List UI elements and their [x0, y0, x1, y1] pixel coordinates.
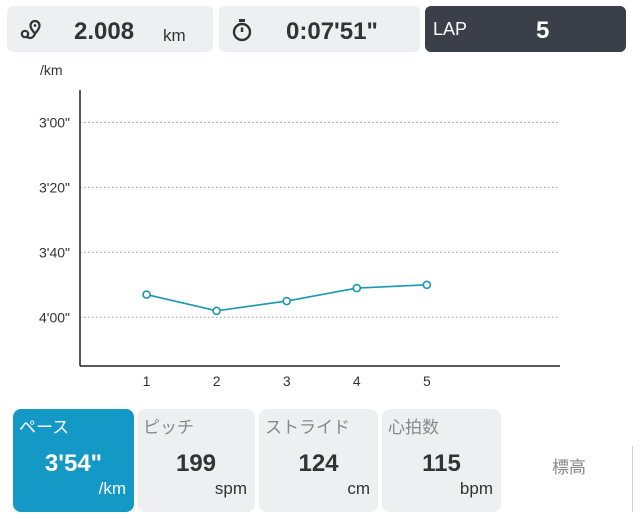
distance-card: 2.008 km	[7, 6, 213, 52]
y-tick-label: 3'00"	[39, 114, 70, 130]
tab-pace[interactable]: ペース 3'54" /km	[13, 409, 134, 512]
tab-pitch[interactable]: ピッチ 199 spm	[137, 409, 255, 512]
tab-stride-label: ストライド	[265, 418, 350, 437]
tab-pitch-unit: spm	[214, 479, 247, 498]
tab-pitch-value: 199	[175, 450, 217, 477]
x-tick-label: 5	[423, 373, 431, 389]
x-tick-label: 1	[143, 373, 151, 389]
tab-pace-value: 3'54"	[44, 450, 103, 477]
time-card: 0:07'51"	[219, 6, 420, 52]
y-tick-label: 4'00"	[39, 309, 70, 325]
stopwatch-icon	[232, 19, 252, 42]
route-icon	[20, 19, 41, 40]
lap-value: 5	[536, 17, 550, 44]
pace-point[interactable]	[352, 283, 362, 293]
tab-elevation[interactable]: 標高	[510, 409, 628, 512]
lap-label: LAP	[433, 19, 468, 39]
elapsed-time-value: 0:07'51"	[286, 18, 378, 45]
x-tick-label: 3	[283, 373, 291, 389]
pace-chart: /km 3'00" 3'20" 3'40" 4'00" 1 2 3 4 5	[39, 62, 560, 389]
x-tick-label: 4	[353, 373, 361, 389]
pace-point[interactable]	[212, 306, 221, 316]
scroll-edge-divider	[632, 446, 633, 512]
tab-heart-rate[interactable]: 心拍数 115 bpm	[382, 409, 501, 512]
tab-stride-unit: cm	[347, 479, 370, 498]
pace-point[interactable]	[142, 290, 151, 299]
pace-point[interactable]	[282, 296, 292, 306]
tab-heart-rate-unit: bpm	[459, 479, 493, 498]
lap-card: LAP 5	[425, 6, 626, 52]
tab-elevation-label: 標高	[552, 458, 586, 477]
y-axis-label: /km	[40, 62, 63, 78]
distance-value: 2.008	[74, 18, 135, 45]
tab-stride[interactable]: ストライド 124 cm	[259, 409, 378, 512]
y-tick-label: 3'40"	[39, 244, 70, 260]
tab-pace-label: ペース	[19, 418, 70, 437]
tab-stride-value: 124	[298, 450, 339, 477]
x-tick-label: 2	[213, 373, 221, 389]
distance-unit: km	[163, 26, 186, 45]
tab-pace-unit: /km	[98, 479, 126, 498]
y-tick-label: 3'20"	[39, 179, 70, 195]
tab-pitch-label: ピッチ	[143, 418, 194, 437]
pace-point[interactable]	[422, 280, 432, 290]
tab-heart-rate-label: 心拍数	[388, 418, 439, 437]
tab-heart-rate-value: 115	[422, 450, 461, 477]
